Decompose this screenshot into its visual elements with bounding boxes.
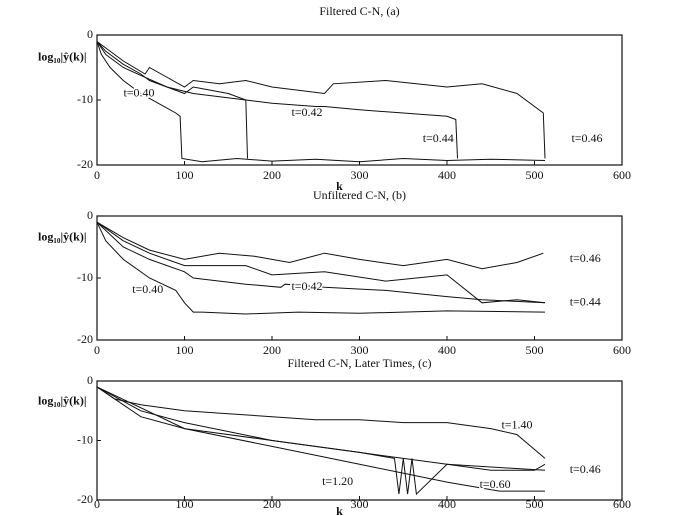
- series-line: [96, 221, 544, 270]
- x-tick-label: 400: [438, 168, 456, 182]
- panel-title: Unfiltered C-N, (b): [313, 188, 406, 202]
- series-label: t=0.46: [570, 251, 601, 265]
- x-tick-label: 0: [94, 168, 100, 182]
- x-tick-label: 500: [526, 497, 544, 511]
- series-label: t=0.42: [291, 105, 322, 119]
- x-axis-label: k: [336, 179, 343, 193]
- plot-frame: [96, 34, 623, 166]
- series-line: [96, 41, 546, 163]
- y-tick-label: 0: [87, 373, 93, 387]
- plot-frame: [96, 380, 623, 501]
- series-label: t=0.46: [570, 462, 601, 476]
- x-tick-label: 200: [263, 497, 281, 511]
- series-label: t=1.20: [322, 474, 353, 488]
- panel-title: Filtered C-N, Later Times, (c): [288, 356, 432, 370]
- x-tick-label: 100: [176, 168, 194, 182]
- x-tick-label: 300: [351, 497, 369, 511]
- panel-title: Filtered C-N, (a): [319, 4, 399, 18]
- series-line: [96, 386, 546, 471]
- x-tick-label: 0: [94, 497, 100, 511]
- series-line: [96, 386, 546, 459]
- y-tick-label: -10: [77, 92, 93, 106]
- x-tick-label: 200: [263, 343, 281, 357]
- y-tick-label: 0: [87, 27, 93, 41]
- x-axis-label: k: [336, 504, 343, 516]
- series-label: t=1.40: [501, 417, 532, 431]
- series-label: t=0.44: [570, 295, 601, 309]
- series-line: [96, 221, 546, 304]
- x-tick-label: 200: [263, 168, 281, 182]
- x-tick-label: 500: [526, 168, 544, 182]
- series-label: t=0.44: [423, 131, 454, 145]
- x-tick-label: 300: [351, 343, 369, 357]
- y-tick-label: -10: [77, 270, 93, 284]
- series-label: t=0.60: [480, 477, 511, 491]
- x-tick-label: 0: [94, 343, 100, 357]
- x-tick-label: 100: [176, 343, 194, 357]
- x-tick-label: 600: [613, 343, 631, 357]
- x-tick-label: 300: [351, 168, 369, 182]
- series-line: [96, 386, 546, 496]
- series-line: [96, 221, 546, 304]
- series-label: t=0.40: [132, 282, 163, 296]
- y-tick-label: -20: [77, 157, 93, 171]
- y-tick-label: -10: [77, 432, 93, 446]
- y-axis-label: log₁₀|ŷ(k)|: [38, 229, 86, 243]
- y-axis-label: log₁₀|ŷ(k)|: [38, 50, 86, 64]
- y-tick-label: 0: [87, 208, 93, 222]
- series-line: [96, 41, 248, 159]
- series-label: t=0.46: [571, 131, 602, 145]
- y-axis-label: log₁₀|ŷ(k)|: [38, 394, 86, 408]
- x-tick-label: 500: [526, 343, 544, 357]
- x-tick-label: 600: [613, 497, 631, 511]
- x-tick-label: 400: [438, 497, 456, 511]
- series-line: [96, 41, 546, 159]
- series-line: [96, 41, 458, 159]
- x-tick-label: 100: [176, 497, 194, 511]
- x-tick-label: 600: [613, 168, 631, 182]
- series-label: t=0.40: [123, 85, 154, 99]
- y-tick-label: -20: [77, 332, 93, 346]
- plot-frame: [96, 215, 623, 341]
- series-line: [96, 386, 545, 492]
- x-tick-label: 400: [438, 343, 456, 357]
- series-label: t=0.42: [291, 279, 322, 293]
- y-tick-label: -20: [77, 492, 93, 506]
- series-line: [96, 221, 546, 315]
